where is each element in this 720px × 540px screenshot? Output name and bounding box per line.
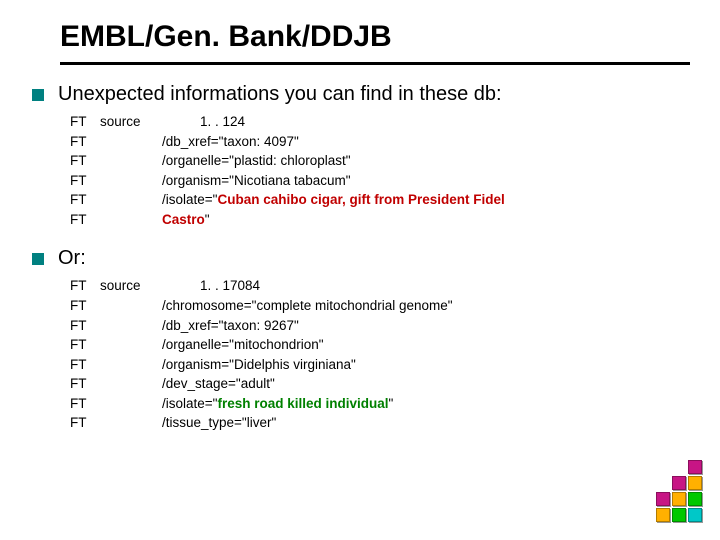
ft-block-1: FT source 1. . 124 FT /db_xref="taxon: 4…	[60, 112, 680, 229]
section-head: Unexpected informations you can find in …	[32, 83, 680, 106]
section-head: Or:	[32, 247, 680, 270]
ft-tag: FT	[70, 132, 100, 152]
decor-square	[672, 492, 686, 506]
ft-val: /db_xref="taxon: 9267"	[162, 316, 680, 336]
ft-val: /organelle="mitochondrion"	[162, 335, 680, 355]
ft-line: FT /dev_stage="adult"	[70, 374, 680, 394]
bullet-icon	[32, 89, 44, 101]
ft-line: FT /isolate="Cuban cahibo cigar, gift fr…	[70, 190, 680, 210]
ft-val: /dev_stage="adult"	[162, 374, 680, 394]
decor-square	[656, 508, 670, 522]
ft-val: /db_xref="taxon: 4097"	[162, 132, 680, 152]
ft-val: /organelle="plastid: chloroplast"	[162, 151, 680, 171]
ft-val: /chromosome="complete mitochondrial geno…	[162, 296, 680, 316]
decor-square	[672, 508, 686, 522]
ft-val: 1. . 124	[200, 112, 680, 132]
ft-tag: FT	[70, 316, 100, 336]
ft-tag: FT	[70, 210, 100, 230]
ft-tag: FT	[70, 335, 100, 355]
ft-tag: FT	[70, 394, 100, 414]
title-rule	[60, 62, 690, 65]
decor-square	[656, 492, 670, 506]
slide-title: EMBL/Gen. Bank/DDJB	[60, 20, 680, 54]
ft-line: FT /organelle="plastid: chloroplast"	[70, 151, 680, 171]
ft-line: FT /isolate="fresh road killed individua…	[70, 394, 680, 414]
ft-tag: FT	[70, 151, 100, 171]
decor-square	[688, 460, 702, 474]
ft-line: FT /tissue_type="liver"	[70, 413, 680, 433]
decor-square	[688, 492, 702, 506]
highlight-text: Cuban cahibo cigar, gift from President …	[217, 192, 504, 207]
section-2: Or: FT source 1. . 17084 FT /chromosome=…	[60, 247, 680, 433]
ft-val: /isolate="fresh road killed individual"	[162, 394, 680, 414]
highlight-text: fresh road killed individual	[217, 396, 388, 411]
ft-val: 1. . 17084	[200, 276, 680, 296]
ft-val: /isolate="Cuban cahibo cigar, gift from …	[162, 190, 680, 210]
bullet-icon	[32, 253, 44, 265]
ft-line: FT /organism="Didelphis virginiana"	[70, 355, 680, 375]
ft-line: FT /organelle="mitochondrion"	[70, 335, 680, 355]
ft-val: Castro"	[162, 210, 680, 230]
ft-key: source	[100, 112, 162, 132]
section-1: Unexpected informations you can find in …	[60, 83, 680, 229]
ft-val: /organism="Nicotiana tabacum"	[162, 171, 680, 191]
ft-line: FT source 1. . 17084	[70, 276, 680, 296]
ft-key: source	[100, 276, 162, 296]
ft-line: FT Castro"	[70, 210, 680, 230]
ft-tag: FT	[70, 355, 100, 375]
section-heading: Unexpected informations you can find in …	[58, 83, 502, 106]
ft-tag: FT	[70, 112, 100, 132]
decor-square	[672, 476, 686, 490]
ft-val: /tissue_type="liver"	[162, 413, 680, 433]
ft-line: FT /db_xref="taxon: 9267"	[70, 316, 680, 336]
section-heading: Or:	[58, 247, 86, 270]
ft-line: FT /db_xref="taxon: 4097"	[70, 132, 680, 152]
highlight-text: Castro	[162, 212, 205, 227]
decor-square	[688, 508, 702, 522]
ft-line: FT /organism="Nicotiana tabacum"	[70, 171, 680, 191]
ft-block-2: FT source 1. . 17084 FT /chromosome="com…	[60, 276, 680, 433]
ft-tag: FT	[70, 276, 100, 296]
slide: EMBL/Gen. Bank/DDJB Unexpected informati…	[0, 0, 720, 540]
ft-tag: FT	[70, 413, 100, 433]
decor-square	[688, 476, 702, 490]
ft-line: FT /chromosome="complete mitochondrial g…	[70, 296, 680, 316]
ft-tag: FT	[70, 374, 100, 394]
corner-decoration	[656, 460, 702, 522]
ft-tag: FT	[70, 190, 100, 210]
ft-line: FT source 1. . 124	[70, 112, 680, 132]
ft-tag: FT	[70, 171, 100, 191]
ft-val: /organism="Didelphis virginiana"	[162, 355, 680, 375]
ft-tag: FT	[70, 296, 100, 316]
